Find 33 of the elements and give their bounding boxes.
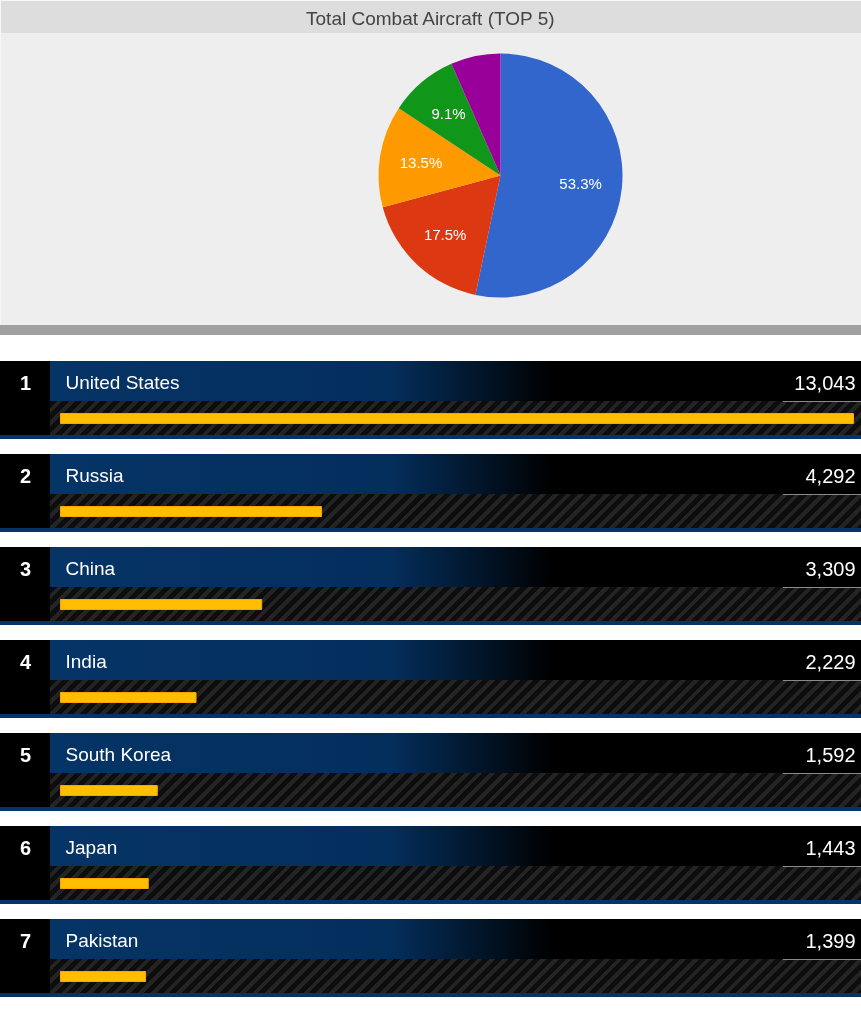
chart-title: Total Combat Aircraft (TOP 5) (306, 7, 555, 29)
bar (60, 599, 263, 610)
y-tick-label: Pakistan (65, 930, 139, 951)
y-tick-label: South Korea (65, 744, 172, 765)
data-label: 17.5% (423, 225, 467, 243)
data-label: 2,229 (805, 650, 856, 673)
data-label: 1,592 (805, 743, 856, 766)
y-tick-label: Russia (65, 465, 125, 486)
bar (60, 785, 158, 796)
y-tick-label: China (65, 558, 116, 579)
bar (60, 506, 322, 517)
y-tick-label: United States (65, 372, 180, 393)
text: 5 (19, 743, 32, 766)
text: 7 (19, 929, 32, 952)
data-label: 53.3% (559, 175, 602, 193)
bar (60, 971, 147, 982)
text: 6 (19, 836, 32, 859)
data-label: 4,292 (805, 464, 856, 487)
data-label: 1,443 (805, 836, 856, 859)
data-label: 9.1% (431, 105, 466, 123)
data-label: 3,309 (805, 557, 856, 580)
text: 4 (19, 650, 32, 673)
bar (60, 413, 854, 424)
y-tick-label: India (65, 651, 108, 672)
text: 2 (19, 464, 32, 487)
bar (60, 878, 149, 889)
bar (60, 692, 197, 703)
data-label: 1,399 (805, 929, 856, 952)
text: 3 (19, 557, 32, 580)
text: 1 (19, 371, 32, 394)
y-tick-label: Japan (65, 837, 118, 858)
data-label: 13.5% (399, 154, 443, 172)
data-label: 13,043 (794, 371, 856, 394)
